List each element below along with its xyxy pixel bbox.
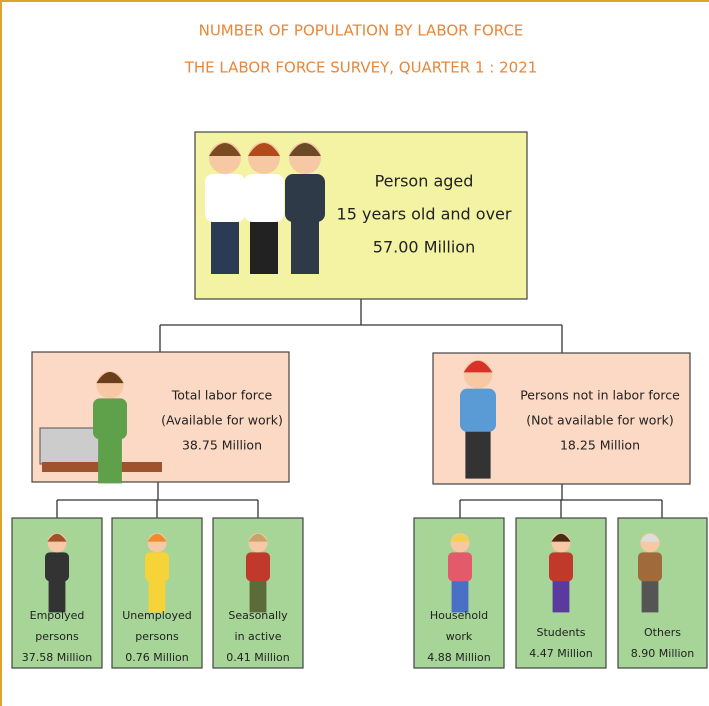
- person-icon: [205, 142, 245, 274]
- legs: [452, 576, 469, 612]
- node-label: Household: [430, 609, 488, 622]
- node-label: Person aged: [375, 172, 474, 191]
- legs: [553, 576, 570, 612]
- node-label: 38.75 Million: [182, 438, 262, 453]
- torso: [93, 398, 127, 439]
- person-icon: [460, 360, 496, 479]
- node-label: Persons not in labor force: [520, 388, 680, 403]
- leaf-box: [618, 518, 707, 668]
- node-label: Total labor force: [171, 388, 273, 403]
- legs: [642, 576, 659, 612]
- torso: [448, 552, 472, 581]
- legs: [291, 214, 319, 274]
- torso: [549, 552, 573, 581]
- node-label: Seasonally: [228, 609, 288, 622]
- torso: [45, 552, 69, 581]
- torso: [244, 174, 284, 222]
- torso: [205, 174, 245, 222]
- person-icon: [285, 142, 325, 274]
- torso: [285, 174, 325, 222]
- torso: [145, 552, 169, 581]
- torso: [460, 389, 496, 432]
- node-label: Unemployed: [122, 609, 192, 622]
- node-label: (Available for work): [161, 413, 283, 428]
- legs: [149, 576, 166, 612]
- right-connector: [460, 484, 662, 518]
- node-label: 4.47 Million: [529, 647, 592, 660]
- legs: [211, 214, 239, 274]
- node-label: 57.00 Million: [373, 238, 475, 257]
- person-icon: [244, 142, 284, 274]
- subtitle: THE LABOR FORCE SURVEY, QUARTER 1 : 2021: [184, 59, 538, 77]
- node-label: 18.25 Million: [560, 438, 640, 453]
- node-label: (Not available for work): [526, 413, 673, 428]
- node-label: 37.58 Million: [22, 651, 92, 664]
- legs: [465, 425, 490, 479]
- laptop: [40, 428, 100, 464]
- node-label: 0.76 Million: [125, 651, 188, 664]
- node-label: persons: [35, 630, 79, 643]
- legs: [250, 576, 267, 612]
- node-label: 4.88 Million: [427, 651, 490, 664]
- node-label: Students: [536, 626, 585, 639]
- node-label: work: [446, 630, 473, 643]
- node-label: 8.90 Million: [631, 647, 694, 660]
- person-icon: [145, 533, 169, 612]
- node-label: 15 years old and over: [337, 205, 512, 224]
- legs: [49, 576, 66, 612]
- root-connector: [160, 299, 562, 353]
- person-icon: [246, 533, 270, 612]
- title: NUMBER OF POPULATION BY LABOR FORCE: [199, 22, 524, 40]
- node-label: 0.41 Million: [226, 651, 289, 664]
- node-label: Others: [644, 626, 681, 639]
- torso: [638, 552, 662, 581]
- infographic: NUMBER OF POPULATION BY LABOR FORCE THE …: [0, 0, 709, 706]
- left-connector: [57, 482, 258, 518]
- node-label: Empolyed: [30, 609, 85, 622]
- torso: [246, 552, 270, 581]
- node-label: persons: [135, 630, 179, 643]
- node-label: in active: [235, 630, 282, 643]
- person-icon: [448, 533, 472, 612]
- legs: [250, 214, 278, 274]
- legs: [98, 432, 122, 483]
